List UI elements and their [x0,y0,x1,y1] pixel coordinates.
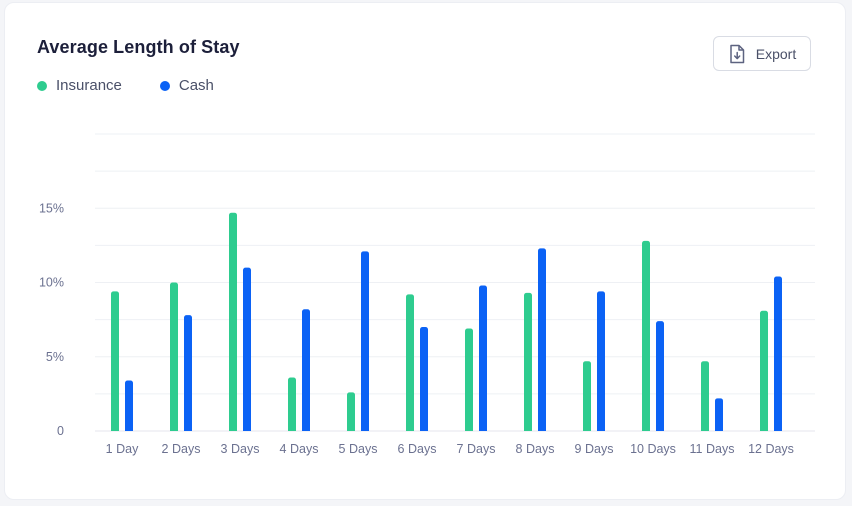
legend-label-insurance: Insurance [56,77,122,94]
legend-label-cash: Cash [178,77,214,94]
bar-base-cash-3 [302,428,310,431]
bar-base-cash-7 [538,428,546,431]
bar-insurance-10-days[interactable] [642,240,650,431]
legend-dot-insurance [37,80,47,91]
bar-base-cash-4 [361,428,369,431]
x-tick-label: 2 Days [162,442,201,456]
bar-base-cash-0 [125,428,133,431]
bar-base-cash-11 [774,428,782,431]
bar-cash-6-days[interactable] [420,327,428,431]
bar-base-insurance-8 [583,428,591,431]
bar-base-insurance-1 [170,428,178,431]
bar-insurance-6-days[interactable] [406,294,414,431]
export-label: Export [755,45,797,62]
x-tick-label: 9 Days [575,442,614,456]
bar-cash-3-days[interactable] [243,267,251,431]
bar-insurance-12-days[interactable] [760,310,768,431]
bar-base-insurance-0 [111,428,119,431]
x-axis-ticks: 1 Day 2 Days 3 Days 4 Days 5 Days 6 Days 7 Day… [106,442,794,456]
x-tick-label: 8 Days [516,442,555,456]
bar-base-cash-8 [597,428,605,431]
legend-dot-cash [159,80,170,91]
bar-insurance-5-days[interactable] [347,392,355,431]
grid-lines [95,133,815,432]
x-tick-label: 7 Days [457,442,496,456]
x-tick-label: 5 Days [339,442,378,456]
bar-base-insurance-11 [760,428,768,431]
bar-cash-9-days[interactable] [597,291,605,431]
bar-base-insurance-10 [701,428,709,431]
bar-base-cash-9 [656,428,664,431]
bar-insurance-1-day[interactable] [111,291,119,431]
bar-base-insurance-5 [406,428,414,431]
legend-item-cash[interactable]: Cash [159,77,214,94]
bar-cash-4-days[interactable] [302,309,310,431]
bar-base-insurance-2 [229,428,237,431]
bar-cash-7-days[interactable] [479,285,487,431]
y-tick-label: 5% [46,350,64,364]
y-tick-label: 10% [39,276,64,290]
bar-insurance-7-days[interactable] [465,328,473,431]
bars [111,212,782,432]
file-download-icon [730,44,745,63]
bar-base-cash-1 [184,428,192,431]
legend-item-insurance[interactable]: Insurance [37,77,122,94]
x-tick-label: 1 Day [106,442,139,456]
bar-base-insurance-7 [524,428,532,431]
chart-title: Average Length of Stay [37,37,240,57]
bar-insurance-9-days[interactable] [583,361,591,431]
bar-base-insurance-4 [347,428,355,431]
bar-cash-10-days[interactable] [656,321,664,431]
bar-base-insurance-9 [642,428,650,431]
x-tick-label: 4 Days [280,442,319,456]
bar-cash-11-days[interactable] [715,398,723,431]
bar-base-insurance-3 [288,428,296,431]
bar-base-insurance-6 [465,428,473,431]
bar-base-cash-6 [479,428,487,431]
y-tick-label: 15% [39,201,64,215]
bar-base-cash-2 [243,428,251,431]
bar-base-cash-5 [420,428,428,431]
y-axis-ticks: 0 5% 10% 15% [39,201,64,438]
bar-cash-1-day[interactable] [125,380,133,431]
bar-cash-5-days[interactable] [361,251,369,431]
bar-insurance-4-days[interactable] [288,377,296,431]
bar-insurance-11-days[interactable] [701,361,709,431]
x-tick-label: 3 Days [221,442,260,456]
bar-cash-8-days[interactable] [538,248,546,431]
y-tick-label: 0 [57,424,64,438]
bar-insurance-8-days[interactable] [524,292,532,431]
bar-insurance-2-days[interactable] [170,282,178,432]
export-button[interactable]: Export [713,36,811,71]
bar-cash-12-days[interactable] [774,276,782,431]
bar-cash-2-days[interactable] [184,315,192,431]
x-tick-label: 11 Days [690,442,735,456]
x-tick-label: 12 Days [748,442,794,456]
chart-legend: Insurance Cash [37,77,252,94]
x-tick-label: 6 Days [398,442,437,456]
bar-insurance-3-days[interactable] [229,212,237,431]
x-tick-label: 10 Days [630,442,676,456]
bar-base-cash-10 [715,428,723,431]
